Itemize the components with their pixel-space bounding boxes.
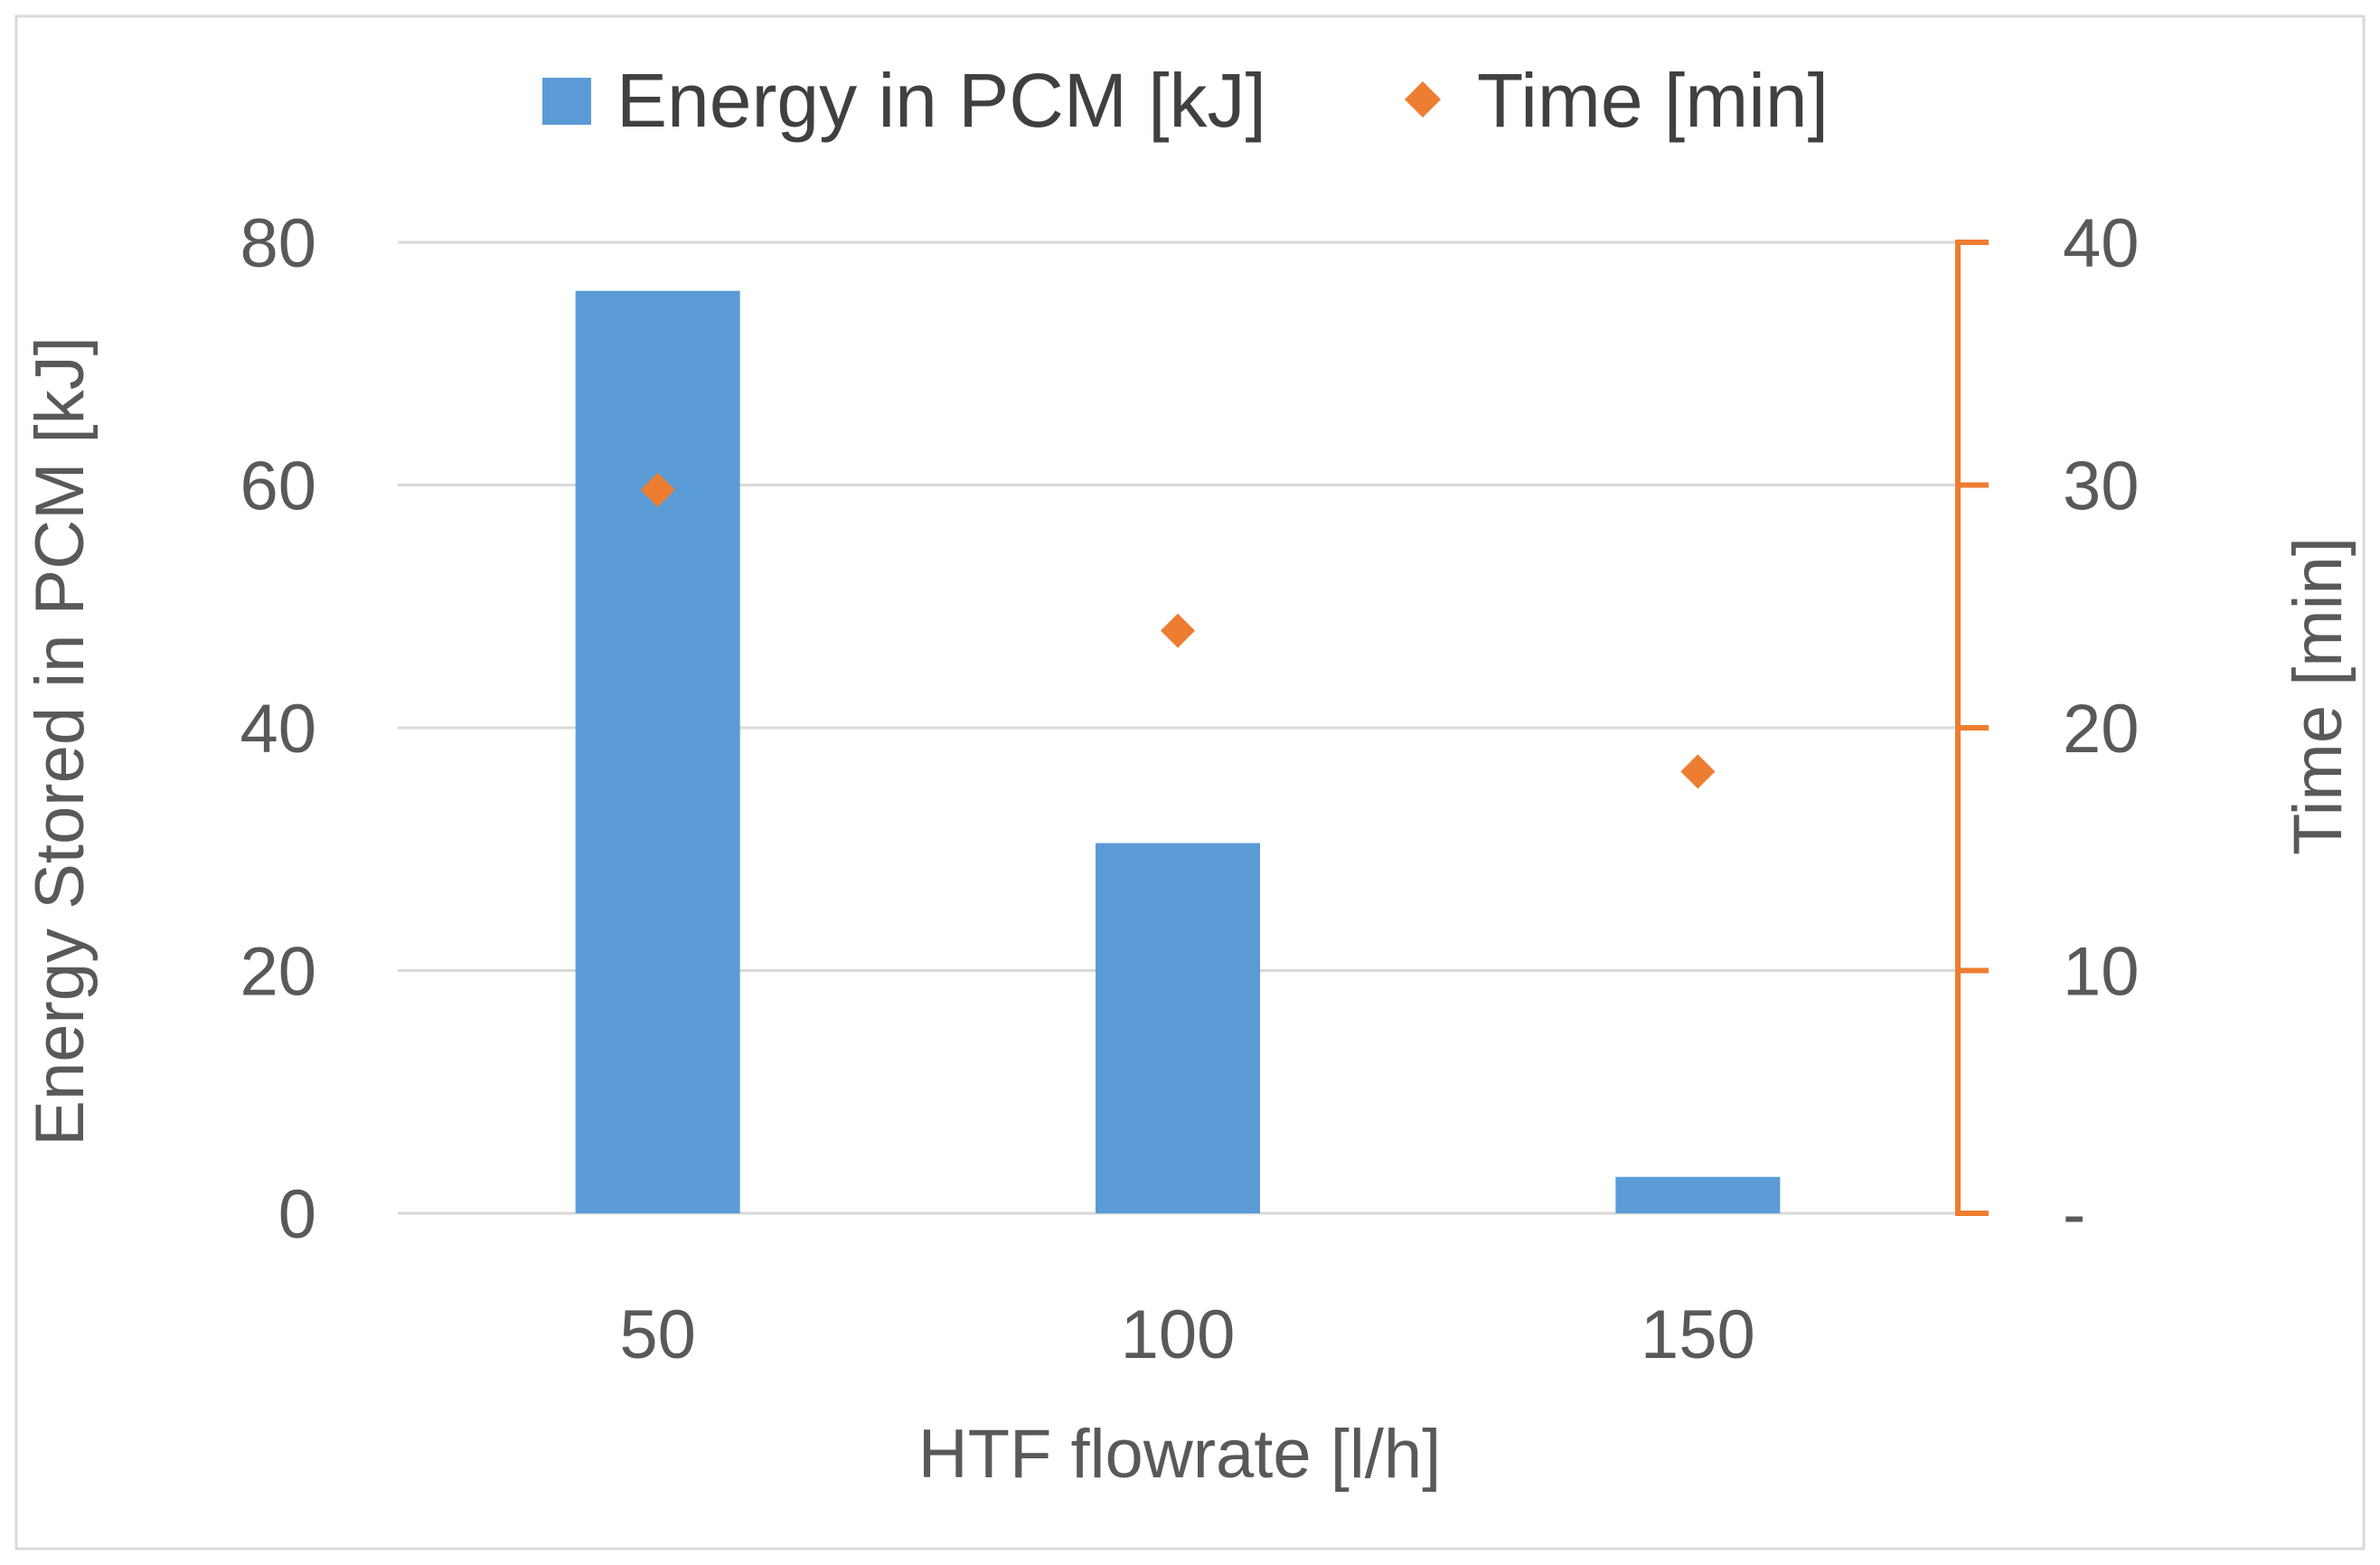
y-tick-label: 40 — [240, 691, 316, 768]
y2-tick-label: 20 — [2063, 691, 2140, 768]
x-tick-label: 150 — [1641, 1296, 1755, 1373]
point-time — [640, 472, 675, 507]
point-time — [1680, 754, 1716, 789]
bar-energy — [575, 290, 740, 1213]
y2-tick-label: 10 — [2063, 934, 2140, 1011]
y2-tick-labels: - 10 20 30 40 — [2063, 205, 2140, 1253]
x-tick-label: 50 — [619, 1296, 696, 1373]
y-tick-label: 20 — [240, 934, 316, 1011]
bars — [575, 290, 1781, 1213]
secondary-axis — [1955, 240, 1989, 1216]
legend-label-time: Time [min] — [1477, 58, 1829, 143]
points — [640, 472, 1716, 789]
x-tick-label: 100 — [1121, 1296, 1236, 1373]
point-time — [1161, 613, 1195, 648]
bar-energy — [1615, 1176, 1781, 1213]
y2-tick-label: 30 — [2063, 448, 2140, 525]
y2-axis-title: Time [min] — [2280, 537, 2356, 855]
y-tick-label: 60 — [240, 448, 316, 525]
bar-energy — [1096, 843, 1260, 1213]
y-axis-title: Energy Stored in PCM [kJ] — [22, 336, 99, 1145]
y-tick-label: 0 — [278, 1176, 316, 1253]
y-tick-label: 80 — [240, 205, 316, 282]
y-tick-labels: 0 20 40 60 80 — [240, 205, 316, 1253]
legend-label-energy: Energy in PCM [kJ] — [616, 58, 1266, 143]
y2-tick-label: - — [2063, 1176, 2085, 1253]
x-tick-labels: 50 100 150 — [619, 1296, 1754, 1373]
legend-marker-time — [1405, 81, 1441, 118]
y2-tick-label: 40 — [2063, 205, 2140, 282]
legend: Energy in PCM [kJ] Time [min] — [542, 58, 1829, 143]
x-axis-title: HTF flowrate [l/h] — [918, 1416, 1442, 1493]
chart-frame — [14, 14, 2366, 1551]
legend-swatch-energy — [542, 78, 591, 125]
